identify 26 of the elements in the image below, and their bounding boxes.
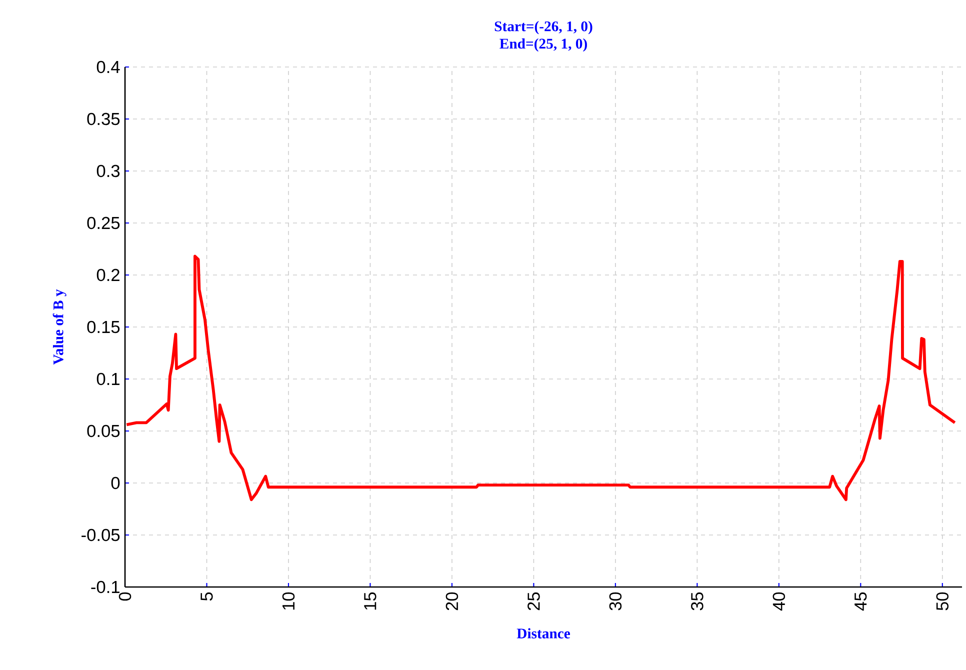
chart-title: Start=(-26, 1, 0): [494, 20, 592, 34]
x-tick-label: 30: [609, 592, 622, 610]
x-tick-label: 25: [528, 592, 540, 610]
x-tick-label: 5: [200, 592, 213, 601]
y-tick-label: -0.1: [91, 580, 120, 594]
chart-subtitle: End=(25, 1, 0): [500, 38, 587, 52]
y-tick-label: 0.2: [96, 268, 120, 282]
x-tick-label: 45: [854, 592, 867, 611]
y-tick-label: -0.05: [82, 528, 120, 542]
x-tick-label: 0: [118, 592, 132, 601]
x-tick-label: 40: [772, 592, 786, 611]
y-tick-label: 0.3: [96, 164, 120, 178]
x-tick-label: 20: [446, 592, 458, 610]
y-tick-label: 0.25: [87, 216, 120, 230]
y-tick-label: 0.05: [87, 424, 120, 438]
x-tick-label: 50: [936, 592, 949, 610]
y-tick-label: 0.15: [87, 320, 120, 334]
y-tick-label: 0.1: [96, 372, 120, 386]
x-tick-label: 35: [691, 592, 704, 610]
y-tick-label: 0.35: [87, 112, 120, 126]
x-axis-title: Distance: [516, 628, 570, 638]
x-tick-label: 15: [364, 592, 376, 610]
y-axis-title: Value of B y: [52, 289, 66, 365]
y-tick-label: 0.4: [96, 60, 120, 74]
x-tick-label: 10: [282, 592, 295, 610]
y-tick-label: 0: [111, 476, 120, 490]
